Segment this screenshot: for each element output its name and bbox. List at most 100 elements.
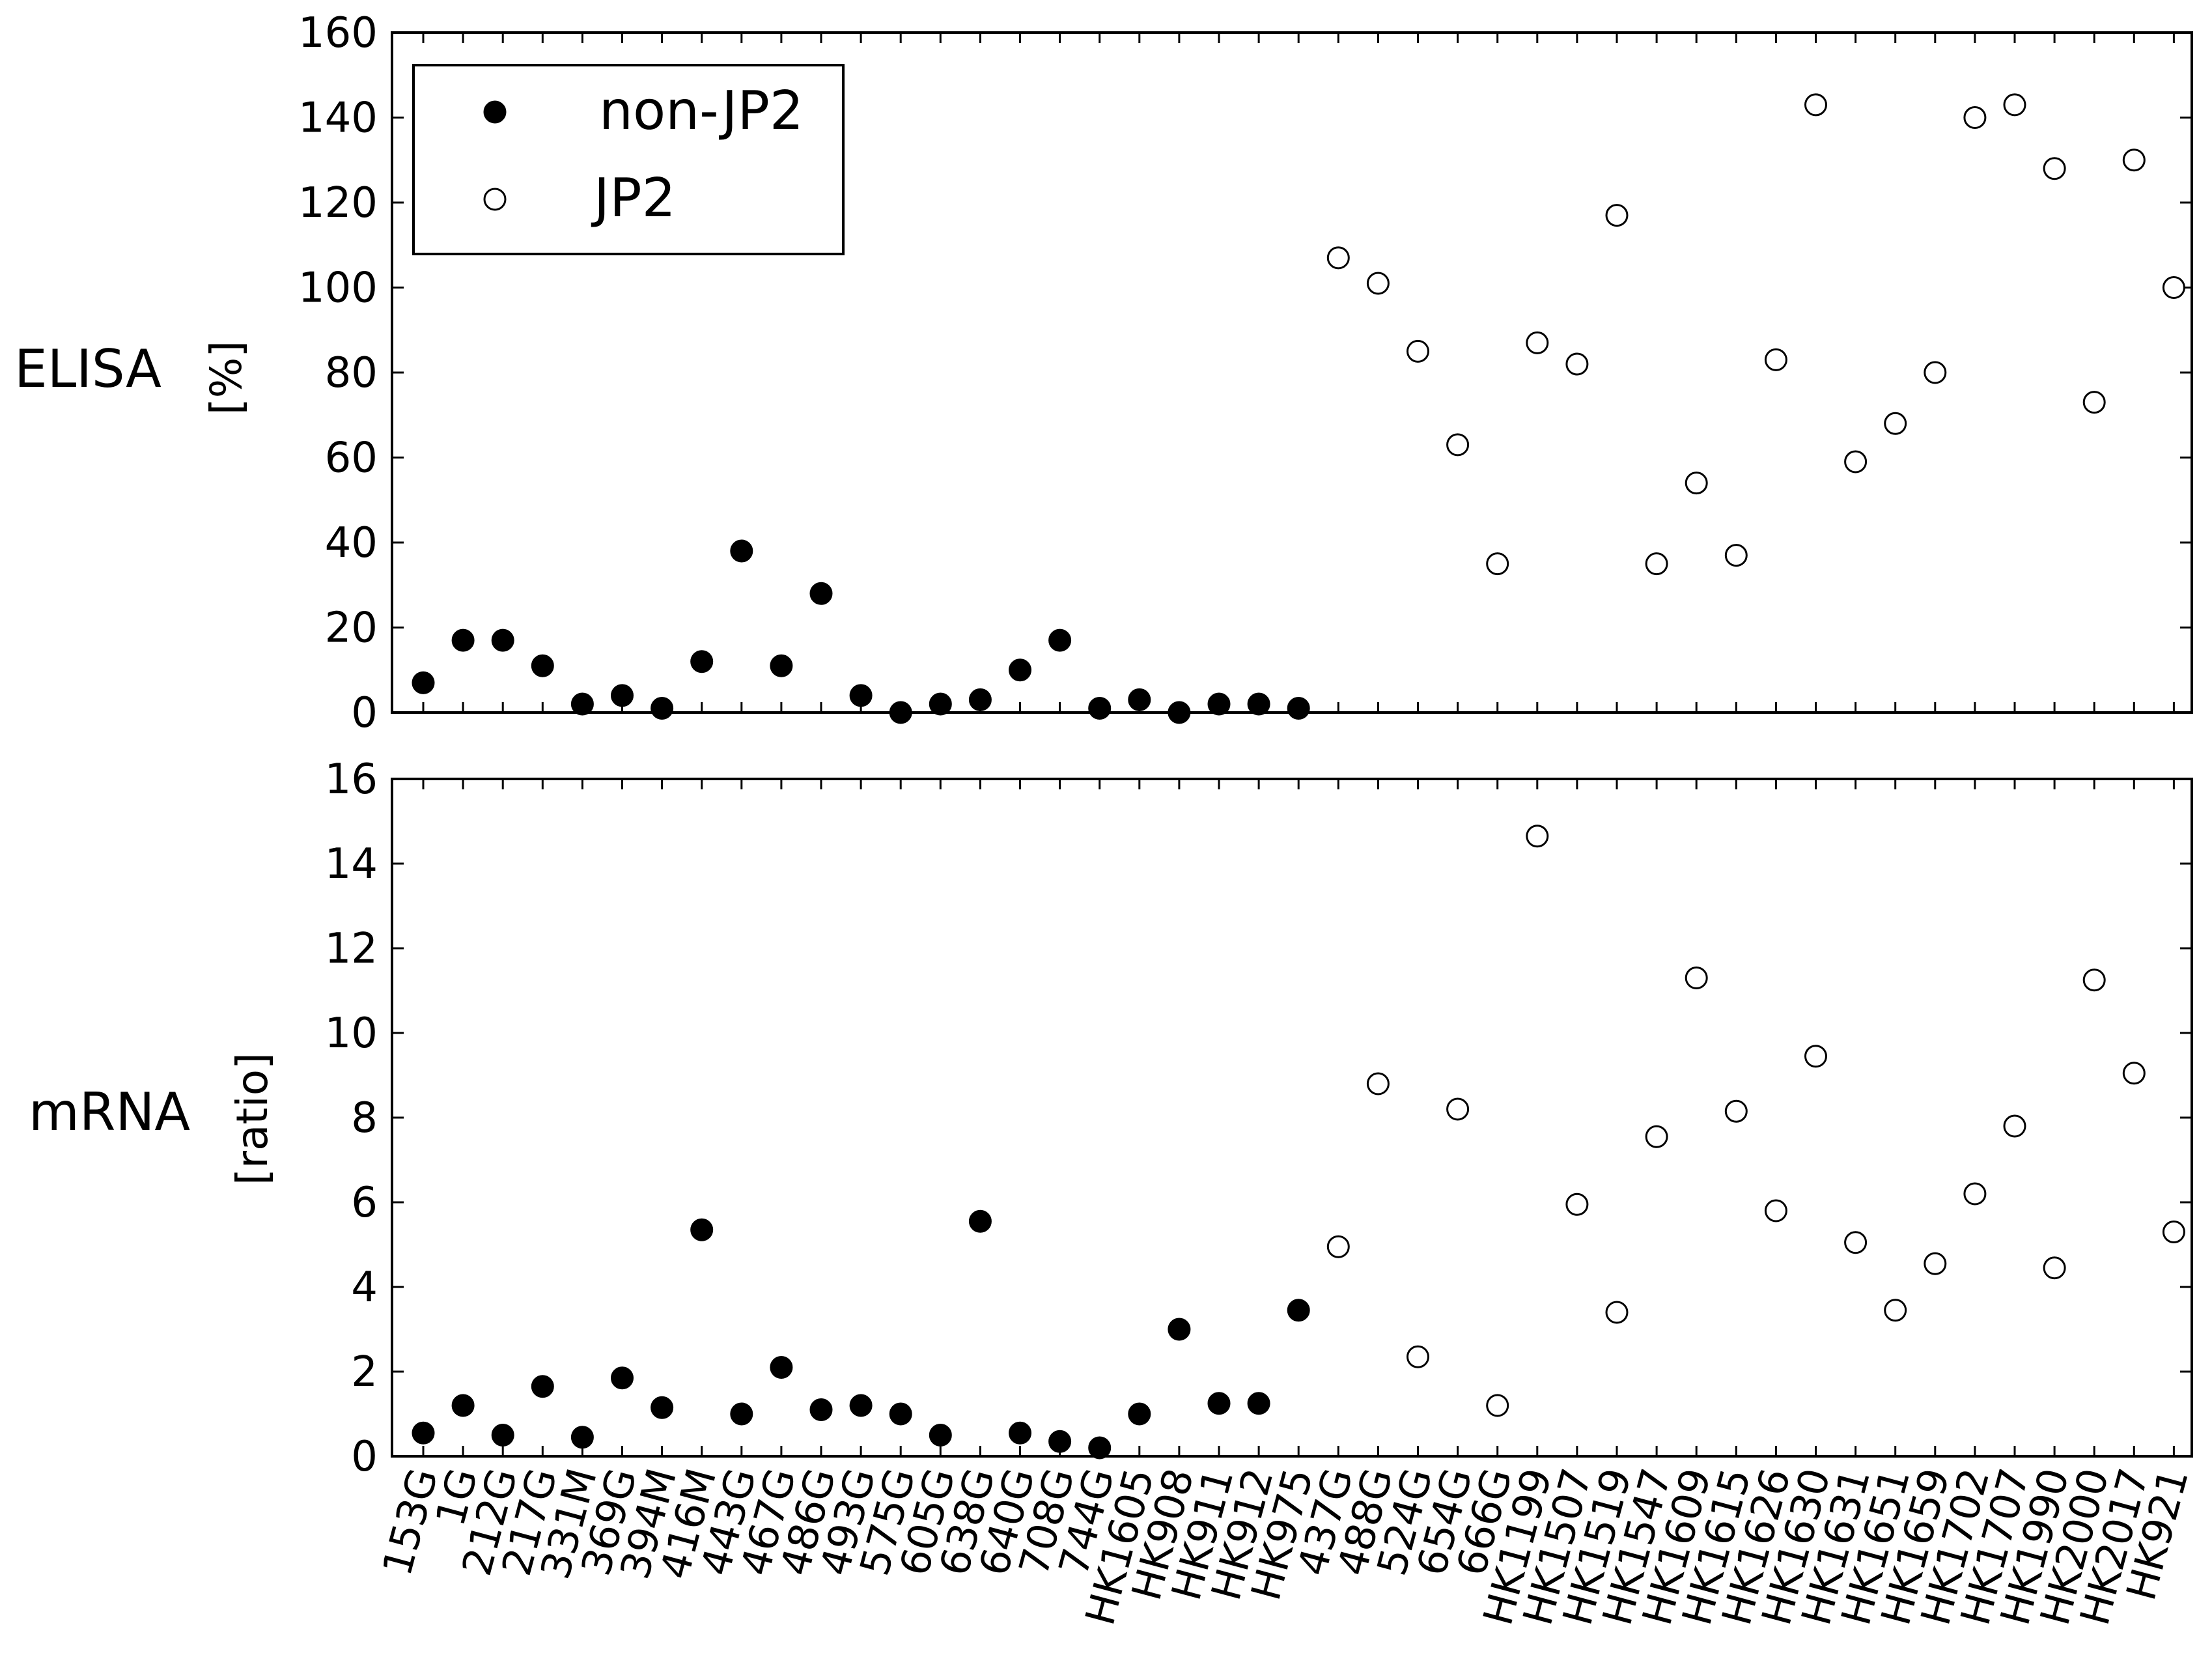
data-point-mrna-jp2 <box>1963 1182 1987 1206</box>
data-point-mrna-non-jp2 <box>1048 1430 1072 1453</box>
data-point-elisa-non-jp2 <box>491 628 514 652</box>
data-point-elisa-jp2 <box>1804 93 1827 117</box>
data-point-mrna-jp2 <box>1366 1072 1390 1095</box>
panel-elisa: 0 20 40 60 80 100 120 140 160 <box>298 9 2193 737</box>
data-point-elisa-jp2 <box>1605 204 1629 227</box>
data-point-mrna-non-jp2 <box>570 1426 594 1449</box>
data-point-elisa-non-jp2 <box>1009 658 1031 682</box>
data-point-elisa-jp2 <box>1526 331 1549 354</box>
data-point-mrna-non-jp2 <box>531 1375 554 1398</box>
y-tick-label-mrna: 14 <box>325 840 378 888</box>
y-tick-label-elisa: 0 <box>351 689 378 737</box>
data-point-elisa-jp2 <box>2082 391 2106 414</box>
data-point-elisa-non-jp2 <box>809 582 833 605</box>
data-point-elisa-non-jp2 <box>889 701 912 724</box>
data-point-elisa-non-jp2 <box>1088 696 1112 720</box>
y-axis-label-top: [%] <box>201 341 251 415</box>
data-point-elisa-non-jp2 <box>770 654 793 677</box>
y-tick-label-mrna: 4 <box>351 1264 378 1312</box>
data-point-elisa-jp2 <box>1685 472 1708 495</box>
data-point-elisa-jp2 <box>1326 246 1350 270</box>
row-label-elisa: ELISA <box>14 339 161 399</box>
data-point-mrna-jp2 <box>2122 1062 2146 1085</box>
y-tick-label-elisa: 60 <box>325 434 378 483</box>
data-point-elisa-jp2 <box>1724 544 1748 567</box>
legend-label-jp2: JP2 <box>591 167 676 229</box>
data-point-elisa-jp2 <box>2003 93 2026 117</box>
data-point-mrna-non-jp2 <box>1287 1299 1310 1322</box>
data-point-mrna-jp2 <box>2003 1114 2026 1138</box>
y-tick-label-elisa: 100 <box>298 264 378 313</box>
data-point-elisa-jp2 <box>2162 276 2185 299</box>
plot-frame-mrna <box>391 778 2193 1458</box>
y-tick-label-mrna: 16 <box>325 755 378 804</box>
data-point-mrna-non-jp2 <box>491 1424 514 1447</box>
data-point-mrna-non-jp2 <box>1128 1402 1151 1426</box>
data-point-mrna-non-jp2 <box>770 1356 793 1379</box>
data-point-elisa-non-jp2 <box>1247 692 1270 716</box>
data-point-mrna-jp2 <box>1605 1301 1629 1324</box>
data-point-elisa-non-jp2 <box>849 684 873 707</box>
y-tick-label-mrna: 6 <box>351 1179 378 1227</box>
data-point-mrna-non-jp2 <box>1247 1392 1270 1415</box>
legend-marker-non-jp2 <box>483 100 507 124</box>
y-tick-label-mrna: 0 <box>351 1433 378 1481</box>
y-tick-label-mrna: 12 <box>325 925 378 973</box>
row-label-mrna: mRNA <box>29 1082 190 1142</box>
legend-label-non-jp2: non-JP2 <box>599 80 804 142</box>
data-point-mrna-non-jp2 <box>809 1398 833 1421</box>
data-point-mrna-jp2 <box>1844 1231 1868 1254</box>
data-point-elisa-non-jp2 <box>929 692 952 716</box>
data-point-mrna-non-jp2 <box>889 1402 912 1426</box>
data-point-mrna-non-jp2 <box>451 1394 475 1417</box>
data-point-mrna-non-jp2 <box>968 1209 992 1233</box>
data-point-mrna-jp2 <box>1526 825 1549 848</box>
data-point-mrna-jp2 <box>1804 1045 1827 1068</box>
y-tick-label-elisa: 140 <box>298 94 378 143</box>
data-point-mrna-non-jp2 <box>651 1396 674 1419</box>
data-point-elisa-jp2 <box>1407 339 1429 363</box>
data-point-elisa-jp2 <box>1486 552 1509 576</box>
legend: non-JP2 JP2 <box>412 64 845 255</box>
panel-mrna: 0 2 4 6 8 10 12 14 16 <box>325 755 2193 1481</box>
x-tick-labels: 153G1G212G217G331M369G394M416M443G467G48… <box>373 1463 2198 1630</box>
data-point-mrna-non-jp2 <box>690 1218 714 1241</box>
y-tick-label-elisa: 20 <box>325 604 378 653</box>
data-point-elisa-jp2 <box>1963 106 1987 129</box>
y-tick-label-mrna: 8 <box>351 1094 378 1142</box>
data-point-mrna-non-jp2 <box>1088 1436 1112 1460</box>
data-point-mrna-jp2 <box>1326 1235 1350 1258</box>
y-axis-label-bottom: [ratio] <box>227 1052 277 1185</box>
data-point-elisa-non-jp2 <box>531 654 554 677</box>
data-point-mrna-jp2 <box>1764 1199 1787 1222</box>
data-point-mrna-jp2 <box>1446 1097 1470 1121</box>
y-tick-label-elisa: 120 <box>298 179 378 227</box>
data-point-elisa-non-jp2 <box>1128 688 1151 711</box>
data-point-elisa-non-jp2 <box>412 671 435 694</box>
data-point-elisa-non-jp2 <box>570 692 594 716</box>
legend-marker-jp2 <box>483 188 507 211</box>
data-point-mrna-jp2 <box>1486 1394 1509 1417</box>
data-point-mrna-non-jp2 <box>929 1424 952 1447</box>
data-point-mrna-jp2 <box>1565 1193 1589 1216</box>
data-point-elisa-non-jp2 <box>1048 628 1072 652</box>
data-point-elisa-non-jp2 <box>611 684 634 707</box>
data-point-mrna-jp2 <box>1685 967 1708 989</box>
data-point-elisa-non-jp2 <box>690 650 714 673</box>
data-point-elisa-non-jp2 <box>651 696 674 720</box>
data-point-elisa-jp2 <box>1565 352 1589 376</box>
data-point-mrna-non-jp2 <box>611 1366 634 1390</box>
data-point-mrna-non-jp2 <box>1168 1318 1191 1341</box>
data-point-mrna-jp2 <box>1924 1252 1947 1275</box>
data-point-mrna-jp2 <box>2043 1256 2066 1280</box>
data-point-mrna-jp2 <box>1884 1299 1907 1322</box>
legend-box <box>412 64 845 255</box>
data-point-elisa-jp2 <box>1844 450 1868 473</box>
data-point-elisa-non-jp2 <box>1207 692 1231 716</box>
data-point-elisa-jp2 <box>1884 412 1907 435</box>
y-tick-label-mrna: 2 <box>351 1348 378 1396</box>
data-point-elisa-jp2 <box>1446 433 1470 457</box>
data-point-elisa-non-jp2 <box>451 628 475 652</box>
data-point-elisa-jp2 <box>1924 361 1947 384</box>
